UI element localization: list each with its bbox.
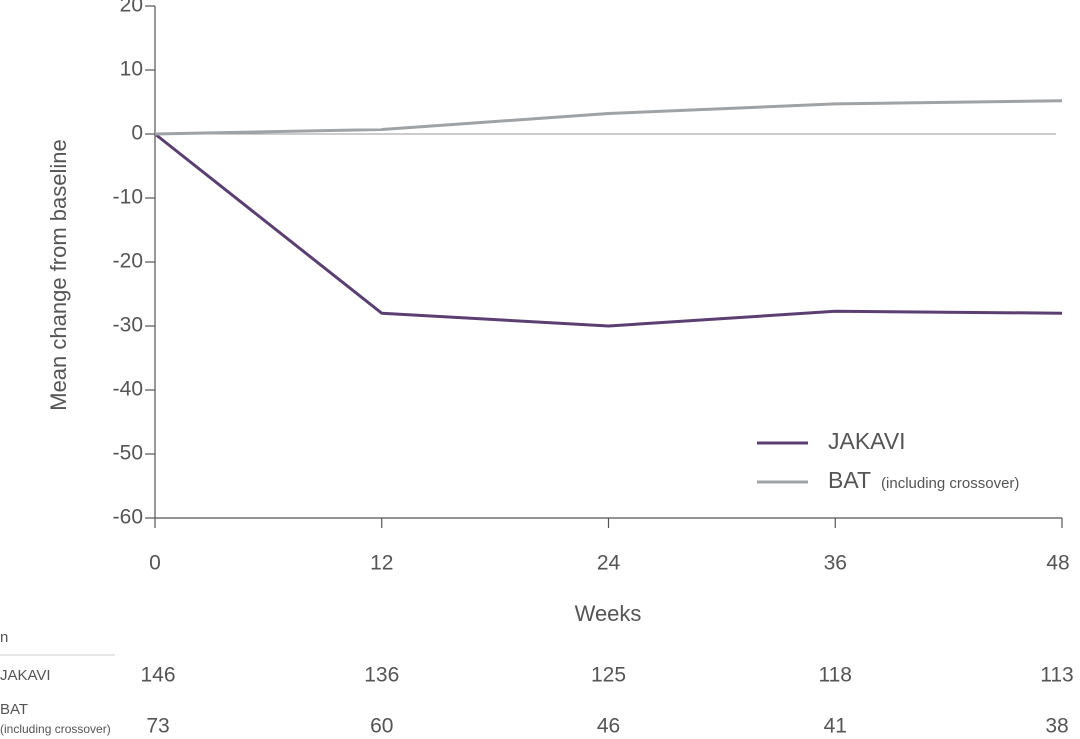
table-cell: 136 — [364, 664, 399, 687]
table-header: n — [0, 629, 8, 646]
row-label: JAKAVI — [0, 667, 51, 684]
series-line — [154, 99, 1063, 136]
x-axis-label: Weeks — [575, 601, 642, 626]
table-cell: 118 — [819, 664, 852, 687]
y-tick-label: 20 — [120, 0, 143, 17]
y-axis-label: Mean change from baseline — [46, 139, 71, 411]
y-tick-label: -60 — [113, 506, 143, 529]
y-tick-label: 0 — [131, 122, 143, 145]
table-cell: 113 — [1040, 664, 1073, 687]
legend-label: JAKAVI — [828, 428, 906, 454]
table-cell: 146 — [140, 664, 175, 687]
table-cell: 60 — [370, 715, 393, 738]
row-label: BAT — [0, 701, 28, 718]
y-tick-label: -40 — [113, 378, 143, 401]
table-cell: 125 — [591, 664, 626, 687]
row-label-note: (including crossover) — [0, 722, 111, 736]
x-tick-label: 36 — [824, 552, 847, 575]
legend-label: BAT — [828, 467, 871, 493]
x-tick-label: 24 — [597, 552, 621, 575]
table-cell: 73 — [146, 715, 169, 738]
x-tick-label: 0 — [149, 552, 161, 575]
x-tick-label: 48 — [1046, 552, 1069, 575]
series-line — [154, 132, 1063, 328]
y-tick-label: -10 — [113, 186, 143, 209]
table-cell: 46 — [597, 715, 620, 738]
y-tick-label: -30 — [113, 314, 143, 337]
y-tick-label: -20 — [113, 250, 143, 273]
y-tick-label: -50 — [113, 442, 143, 465]
legend-note: (including crossover) — [881, 475, 1019, 492]
table-cell: 38 — [1045, 715, 1068, 738]
y-tick-label: 10 — [120, 58, 143, 81]
table-cell: 41 — [824, 715, 847, 738]
x-tick-label: 12 — [370, 552, 393, 575]
